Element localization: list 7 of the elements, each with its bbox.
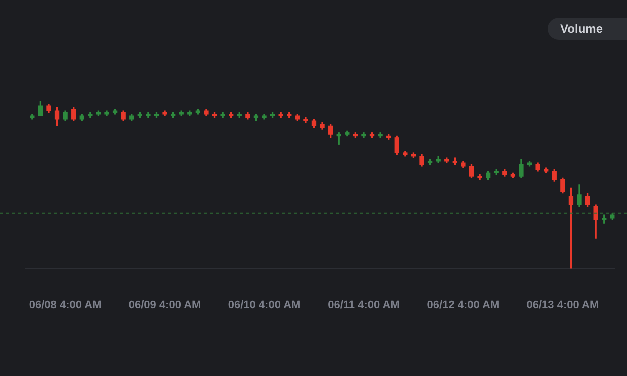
x-tick-label: 06/09 4:00 AM bbox=[128, 299, 202, 312]
x-tick-label: 06/13 4:00 AM bbox=[526, 299, 600, 312]
text: Volume bbox=[548, 18, 627, 40]
x-tick-label: 06/10 4:00 AM bbox=[228, 299, 301, 312]
x-tick-label: 06/12 4:00 AM bbox=[427, 299, 500, 312]
x-tick-label: 06/08 4:00 AM bbox=[29, 299, 102, 312]
x-tick-label: 06/11 4:00 AM bbox=[328, 299, 400, 312]
